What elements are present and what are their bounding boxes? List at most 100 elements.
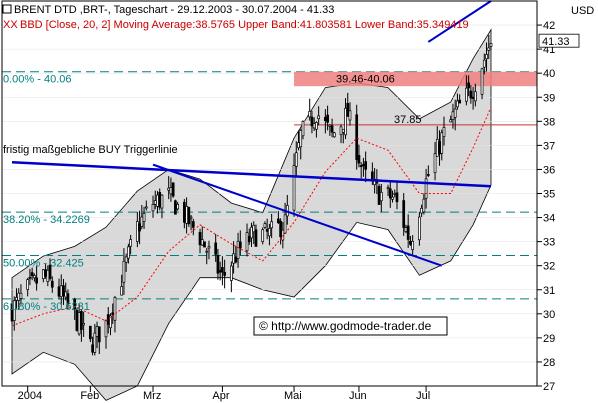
candle [19, 284, 23, 305]
candle-body [64, 291, 68, 298]
candle-body [451, 111, 455, 120]
candle-body [106, 314, 110, 325]
candle-body [386, 187, 390, 189]
candle [187, 206, 191, 227]
trendline [427, 0, 492, 43]
candle-body [48, 264, 52, 279]
y-tick-label: 42 [543, 20, 555, 32]
candle [487, 34, 491, 60]
y-tick-label: 39 [543, 92, 555, 104]
candle [364, 151, 368, 183]
y-tick-label: 34 [543, 213, 555, 225]
candle-body [487, 47, 491, 51]
candle [50, 276, 54, 293]
x-tick-label: Jun [349, 390, 367, 402]
indicator-description: BBD [Close, 20, 2] Moving Average:38.576… [20, 19, 469, 31]
candle [348, 102, 352, 126]
candle [270, 213, 273, 239]
candle-body [364, 161, 368, 170]
resistance-zone-label: 39.46-40.06 [336, 74, 395, 86]
candle-body [480, 68, 484, 95]
candle-body [214, 242, 218, 255]
candle-body [59, 285, 63, 298]
candle-body [299, 130, 303, 148]
candle [473, 83, 477, 107]
candle [355, 104, 359, 170]
y-tick-label: 33 [543, 237, 555, 249]
candle [93, 324, 97, 356]
candle-body [317, 115, 320, 120]
candle-body [294, 152, 298, 167]
candle [357, 144, 361, 168]
candle-body [88, 325, 92, 340]
candle-body [485, 54, 488, 60]
fib-label: 38.20% - 34.2269 [3, 214, 90, 226]
watermark-text: © http://www.godmode-trader.de [259, 319, 432, 333]
candle-body [469, 90, 473, 99]
candle-body [97, 326, 101, 343]
buy-trigger-line [11, 160, 492, 188]
candle-body [187, 207, 191, 225]
candle-body [66, 293, 70, 305]
candle-body [144, 206, 148, 209]
watermark-box [253, 316, 448, 336]
candle-body [339, 126, 343, 136]
candle-body [247, 236, 251, 243]
candle [113, 295, 117, 333]
x-axis: 2004 Feb Mrz Apr Mai Jun Jul [2, 385, 537, 402]
candle-body [254, 229, 258, 247]
candle [344, 98, 347, 139]
candle [127, 243, 130, 264]
candle [263, 221, 267, 229]
candle-body [473, 91, 477, 102]
moving-average-line [11, 107, 492, 327]
y-tick-label: 35 [543, 189, 555, 201]
candle-body [471, 96, 475, 99]
candle-body [377, 186, 381, 205]
candle [247, 228, 251, 245]
candle [73, 297, 77, 320]
candle-body [391, 196, 394, 200]
candle [144, 200, 148, 211]
candle [12, 296, 16, 331]
candle-body [142, 213, 146, 222]
candle [395, 180, 399, 210]
candle-body [261, 229, 265, 242]
candle-body [252, 224, 256, 233]
candle-body [283, 214, 287, 234]
candle-body [346, 103, 350, 117]
candle-body [91, 344, 94, 353]
y-tick-label: 28 [543, 357, 555, 369]
candle [88, 325, 92, 343]
candle [223, 259, 226, 289]
candle [174, 199, 177, 215]
candle-body [189, 216, 193, 219]
candle-body [221, 267, 224, 273]
candle [346, 92, 350, 117]
chart-annotations: 0.00% - 40.06 38.20% - 34.2269 50.00% - 32… [3, 74, 448, 336]
candle-body [238, 241, 242, 249]
candle-body [409, 240, 412, 245]
y-tick-label: 32 [543, 261, 555, 273]
candle-body [245, 232, 249, 252]
candle-body [393, 193, 397, 195]
candle-body [344, 107, 347, 136]
candle-body [19, 292, 23, 299]
candle [268, 223, 271, 246]
candle-body [171, 182, 175, 197]
candle [122, 248, 126, 295]
candle-body [388, 188, 392, 199]
candle-body [297, 142, 300, 149]
candle-body [458, 99, 462, 104]
candle [442, 116, 446, 146]
candle [453, 99, 457, 131]
candle-body [341, 128, 345, 133]
candle-body [216, 255, 220, 274]
candle [138, 210, 141, 245]
candle-body [82, 323, 85, 326]
candle [236, 232, 240, 268]
y-tick-label: 30 [543, 309, 555, 321]
candle-body [359, 165, 363, 167]
candle-body [440, 132, 444, 154]
